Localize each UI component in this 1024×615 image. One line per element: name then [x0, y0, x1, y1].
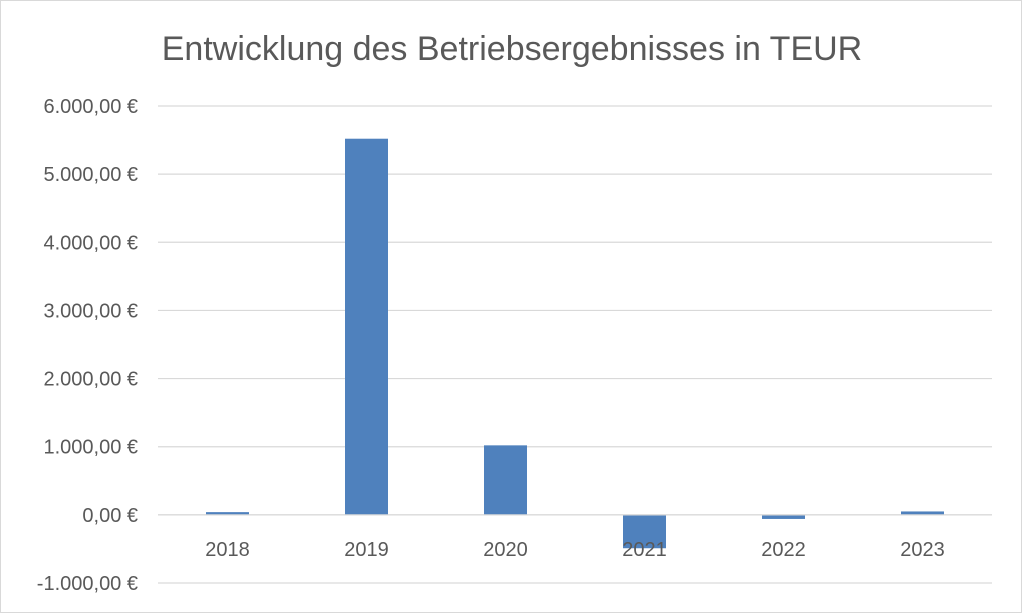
y-tick-label: 0,00 €	[82, 505, 138, 527]
y-tick-label: 4.000,00 €	[43, 232, 138, 254]
bar-2023	[901, 511, 944, 515]
x-axis-tick-labels: 2018 2019 2020 2021 2022 2023	[205, 539, 945, 561]
y-tick-label: 2.000,00 €	[43, 369, 138, 391]
y-tick-label: 3.000,00 €	[43, 300, 138, 322]
bar-2021	[623, 514, 666, 549]
bar-2022	[762, 514, 805, 519]
grid-lines	[158, 105, 992, 584]
bar-2020	[484, 445, 527, 515]
x-tick-label: 2020	[483, 539, 528, 561]
x-tick-label: 2021	[622, 539, 667, 561]
bar-2019	[345, 138, 388, 515]
y-tick-label: 6.000,00 €	[43, 96, 138, 118]
x-tick-label: 2022	[761, 539, 806, 561]
bars	[206, 138, 944, 549]
y-tick-label: 1.000,00 €	[43, 437, 138, 459]
x-tick-label: 2023	[900, 539, 945, 561]
x-tick-label: 2018	[205, 539, 250, 561]
x-tick-label: 2019	[344, 539, 389, 561]
chart-title: Entwicklung des Betriebsergebnisses in T…	[162, 30, 863, 68]
y-axis-tick-labels: -1.000,00 € 0,00 € 1.000,00 € 2.000,00 € 3.0…	[37, 96, 138, 595]
y-tick-label: -1.000,00 €	[37, 573, 138, 595]
y-tick-label: 5.000,00 €	[43, 164, 138, 186]
bar-2018	[206, 512, 249, 515]
